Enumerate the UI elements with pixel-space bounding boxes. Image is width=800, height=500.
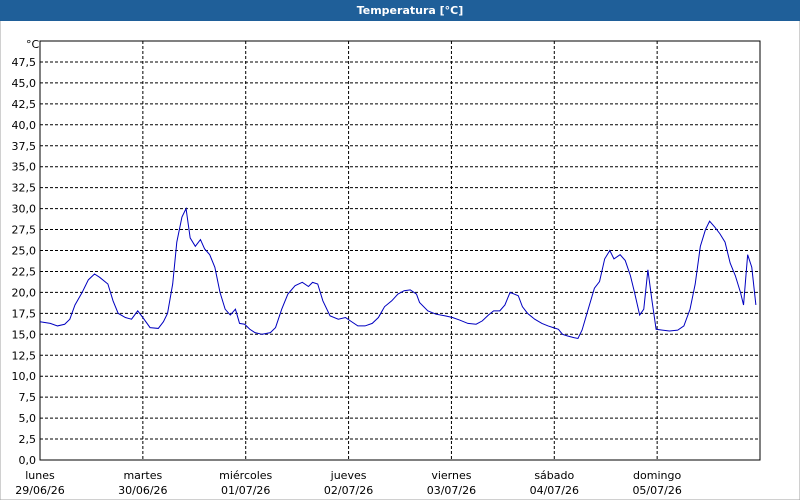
y-tick-label: 25,0 xyxy=(12,245,37,258)
y-tick-label: 10,0 xyxy=(12,370,37,383)
y-tick-label: 2,5 xyxy=(19,433,37,446)
x-tick-label: viernes xyxy=(431,469,471,482)
y-tick-label: 47,5 xyxy=(12,56,37,69)
y-tick-label: 5,0 xyxy=(19,412,37,425)
x-tick-date: 01/07/26 xyxy=(221,484,270,497)
y-tick-label: 45,0 xyxy=(12,77,37,90)
y-tick-label: 35,0 xyxy=(12,161,37,174)
y-tick-label: 30,0 xyxy=(12,203,37,216)
x-tick-label: miércoles xyxy=(219,469,272,482)
y-tick-label: 40,0 xyxy=(12,119,37,132)
data-line xyxy=(39,206,757,340)
y-tick-label: 15,0 xyxy=(12,328,37,341)
x-tick-label: sábado xyxy=(534,469,574,482)
x-tick-date: 30/06/26 xyxy=(118,484,167,497)
y-tick-label: 42,5 xyxy=(12,98,37,111)
x-tick-label: domingo xyxy=(633,469,681,482)
x-tick-label: lunes xyxy=(25,469,55,482)
x-tick-label: jueves xyxy=(330,469,367,482)
chart-title: Temperatura [°C] xyxy=(357,4,464,17)
y-tick-label: 37,5 xyxy=(12,140,37,153)
y-tick-label: 0,0 xyxy=(19,454,37,467)
x-tick-date: 04/07/26 xyxy=(530,484,579,497)
y-tick-label: 20,0 xyxy=(12,286,37,299)
y-tick-label: 12,5 xyxy=(12,349,37,362)
y-tick-label: 22,5 xyxy=(12,265,37,278)
x-tick-date: 03/07/26 xyxy=(427,484,476,497)
y-tick-label: 7,5 xyxy=(19,391,37,404)
title-bar xyxy=(0,0,800,21)
y-tick-label: 17,5 xyxy=(12,307,37,320)
x-tick-date: 29/06/26 xyxy=(15,484,64,497)
x-tick-label: martes xyxy=(123,469,162,482)
x-tick-date: 05/07/26 xyxy=(632,484,681,497)
y-tick-label: 32,5 xyxy=(12,182,37,195)
y-tick-label: 27,5 xyxy=(12,224,37,237)
x-tick-date: 02/07/26 xyxy=(324,484,373,497)
y-unit-label: °C xyxy=(26,38,40,51)
